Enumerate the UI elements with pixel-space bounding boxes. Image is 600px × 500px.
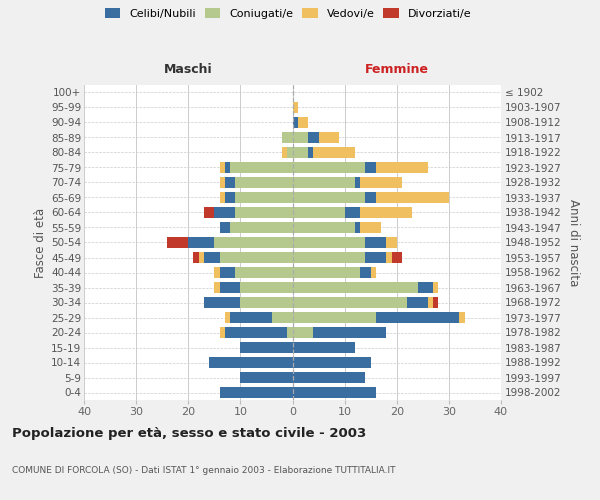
Y-axis label: Anni di nascita: Anni di nascita bbox=[568, 199, 580, 286]
Bar bbox=[293, 192, 365, 203]
Bar bbox=[235, 176, 293, 188]
Bar bbox=[214, 282, 220, 294]
Bar bbox=[225, 162, 230, 173]
Y-axis label: Fasce di età: Fasce di età bbox=[34, 208, 47, 278]
Bar bbox=[220, 222, 230, 234]
Bar bbox=[214, 266, 220, 278]
Bar bbox=[308, 132, 319, 143]
Bar bbox=[204, 252, 220, 264]
Bar bbox=[365, 252, 386, 264]
Bar bbox=[287, 326, 293, 338]
Bar bbox=[293, 356, 371, 368]
Bar bbox=[225, 176, 235, 188]
Bar bbox=[225, 192, 235, 203]
Bar bbox=[386, 236, 397, 248]
Bar bbox=[204, 296, 241, 308]
Text: COMUNE DI FORCOLA (SO) - Dati ISTAT 1° gennaio 2003 - Elaborazione TUTTITALIA.IT: COMUNE DI FORCOLA (SO) - Dati ISTAT 1° g… bbox=[12, 466, 395, 475]
Bar bbox=[220, 266, 235, 278]
Bar bbox=[365, 162, 376, 173]
Bar bbox=[220, 162, 225, 173]
Bar bbox=[241, 296, 293, 308]
Bar bbox=[407, 296, 428, 308]
Bar bbox=[293, 102, 298, 114]
Bar bbox=[225, 312, 230, 324]
Bar bbox=[293, 236, 365, 248]
Bar bbox=[293, 386, 376, 398]
Bar bbox=[241, 342, 293, 353]
Bar bbox=[293, 116, 298, 128]
Legend: Celibi/Nubili, Coniugati/e, Vedovi/e, Divorziati/e: Celibi/Nubili, Coniugati/e, Vedovi/e, Di… bbox=[105, 8, 471, 18]
Bar bbox=[355, 176, 360, 188]
Bar bbox=[418, 282, 433, 294]
Bar bbox=[376, 192, 449, 203]
Bar bbox=[272, 312, 293, 324]
Bar bbox=[386, 252, 392, 264]
Bar bbox=[376, 162, 428, 173]
Bar bbox=[235, 192, 293, 203]
Bar bbox=[230, 222, 293, 234]
Bar bbox=[293, 372, 365, 384]
Bar bbox=[167, 236, 188, 248]
Bar bbox=[293, 222, 355, 234]
Bar bbox=[293, 326, 313, 338]
Bar bbox=[371, 266, 376, 278]
Bar bbox=[313, 326, 386, 338]
Bar bbox=[392, 252, 402, 264]
Bar bbox=[241, 282, 293, 294]
Bar bbox=[220, 326, 225, 338]
Bar bbox=[313, 146, 355, 158]
Bar bbox=[376, 312, 460, 324]
Bar bbox=[220, 282, 241, 294]
Bar bbox=[293, 252, 365, 264]
Bar bbox=[360, 176, 402, 188]
Bar bbox=[287, 146, 293, 158]
Bar bbox=[293, 176, 355, 188]
Bar bbox=[433, 282, 439, 294]
Bar bbox=[199, 252, 204, 264]
Bar bbox=[293, 206, 344, 218]
Bar bbox=[355, 222, 360, 234]
Bar bbox=[433, 296, 439, 308]
Bar bbox=[214, 206, 235, 218]
Bar bbox=[293, 312, 376, 324]
Bar bbox=[360, 266, 371, 278]
Bar bbox=[319, 132, 340, 143]
Bar bbox=[298, 116, 308, 128]
Bar bbox=[230, 162, 293, 173]
Bar bbox=[282, 132, 293, 143]
Bar bbox=[344, 206, 360, 218]
Bar bbox=[365, 192, 376, 203]
Bar bbox=[293, 266, 360, 278]
Text: Femmine: Femmine bbox=[365, 63, 429, 76]
Bar bbox=[460, 312, 464, 324]
Bar bbox=[220, 252, 293, 264]
Bar bbox=[209, 356, 293, 368]
Bar bbox=[225, 326, 287, 338]
Bar bbox=[235, 266, 293, 278]
Bar bbox=[360, 206, 412, 218]
Bar bbox=[365, 236, 386, 248]
Bar bbox=[193, 252, 199, 264]
Bar bbox=[204, 206, 214, 218]
Bar bbox=[293, 296, 407, 308]
Bar bbox=[241, 372, 293, 384]
Bar bbox=[220, 386, 293, 398]
Bar bbox=[188, 236, 214, 248]
Text: Popolazione per età, sesso e stato civile - 2003: Popolazione per età, sesso e stato civil… bbox=[12, 428, 366, 440]
Bar bbox=[293, 132, 308, 143]
Bar bbox=[293, 162, 365, 173]
Bar bbox=[220, 192, 225, 203]
Text: Maschi: Maschi bbox=[164, 63, 212, 76]
Bar bbox=[230, 312, 272, 324]
Bar bbox=[235, 206, 293, 218]
Bar bbox=[293, 282, 418, 294]
Bar bbox=[220, 176, 225, 188]
Bar bbox=[308, 146, 313, 158]
Bar bbox=[282, 146, 287, 158]
Bar bbox=[214, 236, 293, 248]
Bar bbox=[428, 296, 433, 308]
Bar bbox=[360, 222, 381, 234]
Bar bbox=[293, 146, 308, 158]
Bar bbox=[293, 342, 355, 353]
